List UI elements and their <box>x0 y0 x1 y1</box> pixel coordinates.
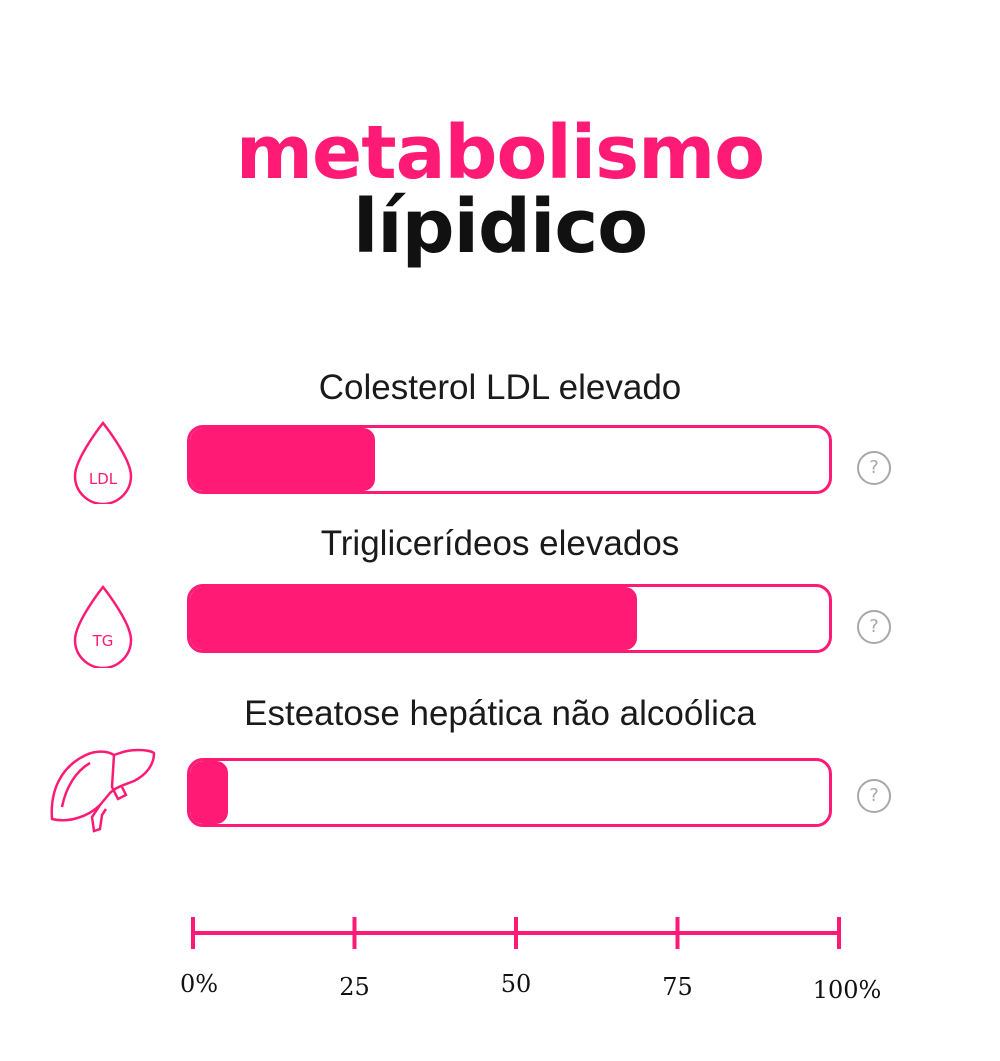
bar-fill-tg <box>190 587 638 650</box>
bar-track-steatosis <box>187 758 832 827</box>
chart-title-line1: metabolismo <box>235 110 765 196</box>
ldl-drop-icon: LDL <box>73 420 133 504</box>
bar-fill-ldl <box>190 428 376 491</box>
help-icon[interactable]: ? <box>857 610 891 644</box>
row-label-steatosis: Esteatose hepática não alcoólica <box>244 694 756 733</box>
axis-tick-label: 100% <box>813 976 882 1004</box>
axis-tick-label: 50 <box>501 970 532 998</box>
row-label-tg: Triglicerídeos elevados <box>320 524 680 563</box>
axis-tick-label: 25 <box>339 973 370 1001</box>
axis-tick-label: 0% <box>180 970 218 998</box>
tg-icon-text: TG <box>92 632 114 650</box>
tg-drop-icon: TG <box>73 584 133 668</box>
ldl-icon-text: LDL <box>89 470 118 488</box>
bar-fill-steatosis <box>190 761 229 824</box>
row-label-ldl: Colesterol LDL elevado <box>318 368 682 407</box>
liver-icon <box>50 748 156 833</box>
x-axis: 0% 25 50 75 100% <box>180 917 882 1004</box>
chart-title-line2: lípidico <box>352 184 648 270</box>
axis-tick-label: 75 <box>662 973 693 1001</box>
help-icon[interactable]: ? <box>857 451 891 485</box>
bar-track-tg <box>187 584 832 653</box>
help-icon[interactable]: ? <box>857 779 891 813</box>
bar-track-ldl <box>187 425 832 494</box>
